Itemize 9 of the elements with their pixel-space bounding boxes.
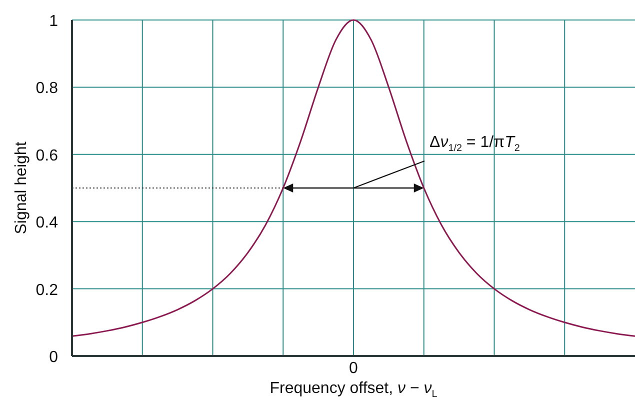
y-tick-label: 0.6 <box>36 147 58 164</box>
y-tick-label: 0.8 <box>36 80 58 98</box>
y-tick-label: 0.4 <box>36 214 58 232</box>
y-tick-label: 1 <box>49 13 58 30</box>
x-axis-title: Frequency offset, ν − ν$_{L}$ <box>270 380 438 400</box>
y-axis-title: Signal height <box>13 141 30 234</box>
y-tick-label: 0.2 <box>36 282 58 299</box>
y-tick-label: 0 <box>49 349 58 366</box>
line-series <box>71 19 635 337</box>
